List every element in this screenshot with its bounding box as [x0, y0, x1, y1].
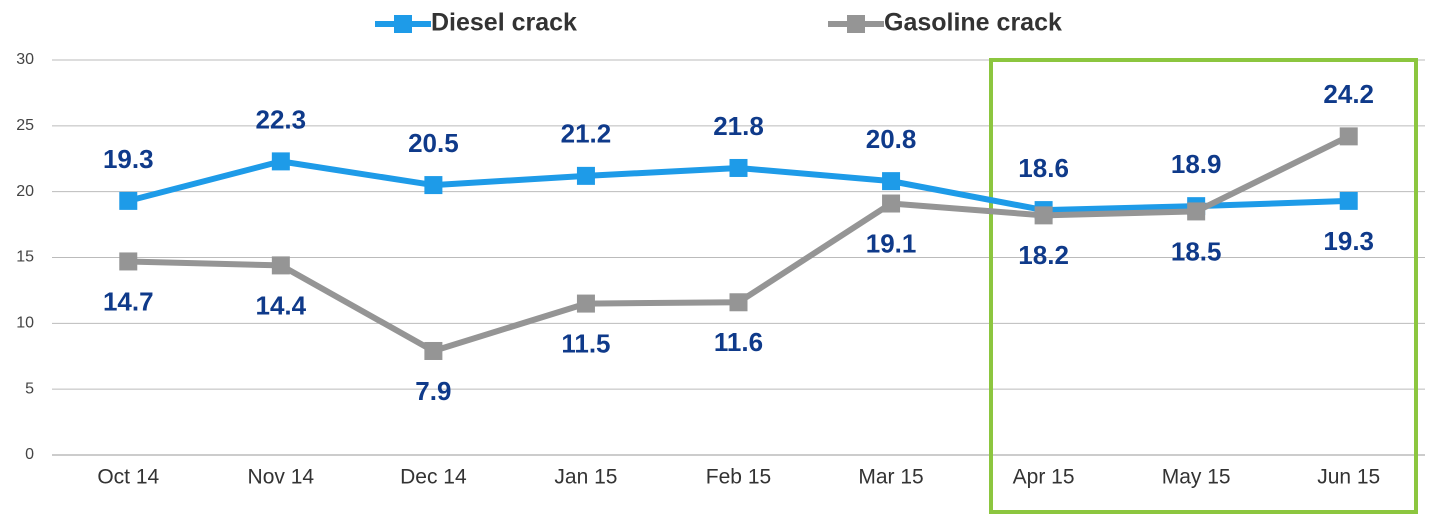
y-tick-label: 5 — [25, 380, 34, 397]
legend-label: Gasoline crack — [884, 9, 1062, 37]
x-tick-label: Dec 14 — [400, 466, 467, 489]
data-label: 19.3 — [1323, 226, 1374, 256]
data-label: 20.8 — [866, 124, 917, 154]
data-label: 18.9 — [1171, 149, 1222, 179]
data-label: 21.8 — [713, 111, 764, 141]
x-tick-label: Feb 15 — [706, 466, 771, 489]
point-marker — [424, 176, 443, 195]
y-tick-label: 20 — [16, 183, 34, 200]
point-marker — [576, 166, 595, 185]
x-tick-label: Jun 15 — [1317, 466, 1380, 489]
point-marker — [882, 194, 901, 213]
y-tick-label: 10 — [16, 315, 34, 332]
highlight-box — [989, 58, 1418, 514]
point-marker — [271, 256, 290, 275]
point-marker — [119, 191, 138, 210]
y-tick-label: 0 — [25, 446, 34, 463]
x-tick-label: May 15 — [1162, 466, 1231, 489]
data-label: 18.2 — [1018, 240, 1069, 270]
x-tick-label: Jan 15 — [554, 466, 617, 489]
data-label: 14.7 — [103, 286, 154, 316]
x-tick-label: Oct 14 — [97, 466, 159, 489]
data-label: 18.6 — [1018, 153, 1069, 183]
point-marker — [271, 152, 290, 171]
point-marker — [1339, 127, 1358, 146]
data-label: 19.1 — [866, 228, 917, 258]
legend-marker — [394, 15, 412, 33]
point-marker — [576, 294, 595, 313]
y-tick-label: 30 — [16, 51, 34, 68]
data-label: 18.5 — [1171, 236, 1222, 266]
x-tick-label: Nov 14 — [248, 466, 315, 489]
point-marker — [1034, 206, 1053, 225]
point-marker — [729, 293, 748, 312]
legend-label: Diesel crack — [431, 9, 577, 37]
data-label: 11.5 — [561, 328, 610, 358]
point-marker — [882, 172, 901, 191]
point-marker — [729, 158, 748, 177]
data-label: 20.5 — [408, 128, 459, 158]
y-tick-label: 15 — [16, 249, 34, 266]
legend-marker — [847, 15, 865, 33]
point-marker — [424, 341, 443, 360]
point-marker — [1187, 202, 1206, 221]
data-label: 22.3 — [256, 104, 307, 134]
point-marker — [1339, 191, 1358, 210]
x-tick-label: Apr 15 — [1013, 466, 1075, 489]
data-label: 14.4 — [256, 290, 307, 320]
data-label: 24.2 — [1323, 79, 1374, 109]
data-label: 19.3 — [103, 144, 154, 174]
data-label: 11.6 — [714, 327, 763, 357]
x-tick-label: Mar 15 — [858, 466, 923, 489]
y-tick-label: 25 — [16, 117, 34, 134]
data-label: 21.2 — [561, 119, 612, 149]
data-label: 7.9 — [415, 376, 451, 406]
point-marker — [119, 252, 138, 271]
